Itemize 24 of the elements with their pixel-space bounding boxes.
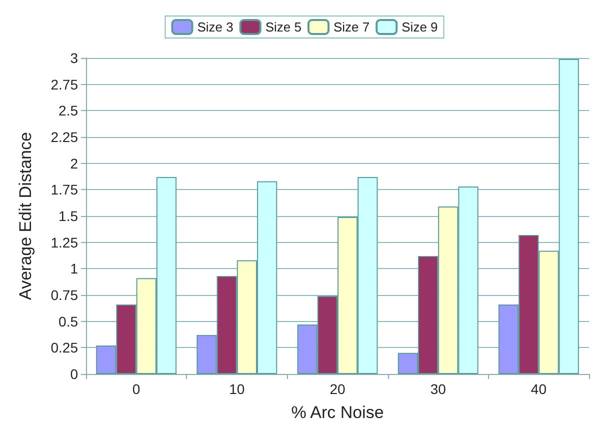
x-tick-label: 10 bbox=[229, 381, 245, 397]
legend-label: Size 5 bbox=[265, 20, 302, 34]
legend-label: Size 3 bbox=[197, 20, 234, 34]
y-axis-title: Average Edit Distance bbox=[16, 132, 35, 300]
y-tick-label: 2.75 bbox=[50, 76, 78, 92]
x-axis-title: % Arc Noise bbox=[291, 403, 384, 422]
y-tick-label: 0.75 bbox=[50, 287, 78, 303]
y-tick-label: 0.25 bbox=[50, 340, 78, 356]
x-tick-label: 0 bbox=[132, 381, 140, 397]
y-tick-label: 1 bbox=[70, 260, 78, 277]
x-tick-label: 40 bbox=[530, 381, 547, 397]
x-tick-label: 20 bbox=[330, 381, 346, 397]
x-tick-label: 30 bbox=[430, 381, 446, 397]
y-tick-label: 0 bbox=[70, 366, 78, 382]
y-tick-label: 1.5 bbox=[58, 208, 78, 224]
y-tick-label: 2.5 bbox=[58, 102, 78, 119]
y-tick-label: 1.25 bbox=[50, 234, 78, 250]
y-tick-label: 1.75 bbox=[50, 182, 78, 198]
y-tick-label: 2.25 bbox=[50, 129, 78, 145]
y-tick-label: 0.5 bbox=[58, 313, 78, 330]
y-tick-label: 3 bbox=[70, 50, 78, 66]
legend-label: Size 9 bbox=[402, 20, 438, 34]
legend-label: Size 7 bbox=[334, 20, 370, 34]
y-tick-label: 2 bbox=[70, 155, 78, 172]
